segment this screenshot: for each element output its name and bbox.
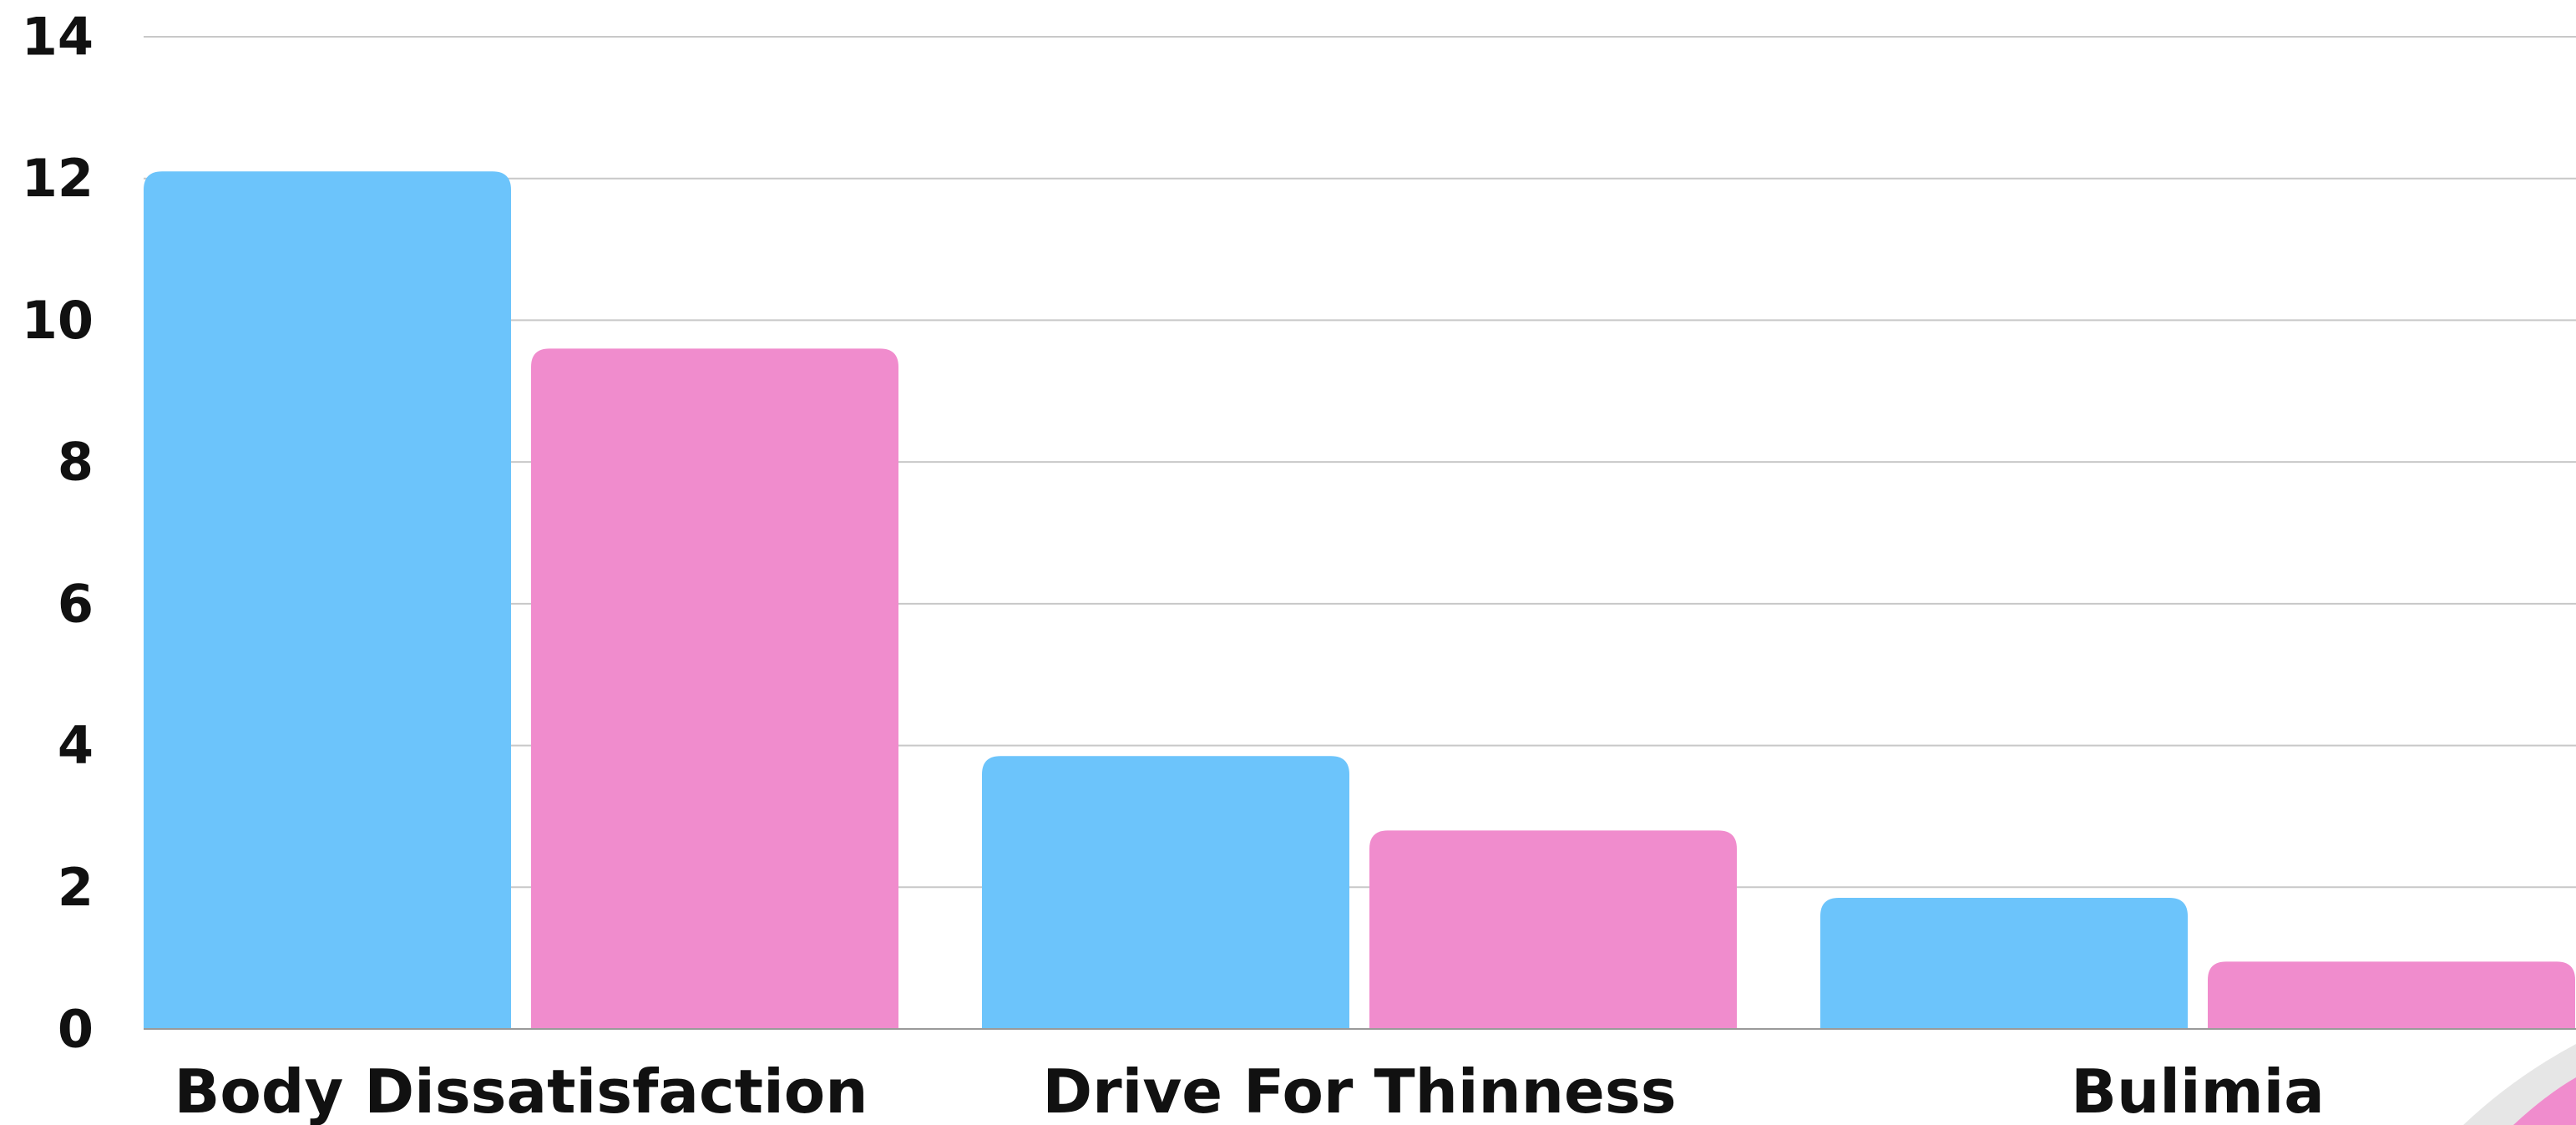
- y-tick-label: 4: [58, 715, 94, 776]
- bars: [144, 171, 2575, 1030]
- y-tick-label: 0: [58, 999, 94, 1060]
- bar-body-dissatisfaction-series-1: [144, 171, 511, 1030]
- y-tick-label: 14: [22, 7, 94, 68]
- bar-body-dissatisfaction-series-2: [531, 348, 898, 1029]
- y-axis-ticks: 0 2 4 6 8 10 12 14: [22, 7, 94, 1060]
- y-tick-label: 8: [58, 432, 94, 493]
- x-category-label: Bulimia: [2071, 1057, 2325, 1125]
- page-curl-decoration: [2463, 1044, 2576, 1125]
- y-tick-label: 6: [58, 573, 94, 634]
- x-category-label: Drive For Thinness: [1042, 1057, 1676, 1125]
- y-tick-label: 2: [58, 857, 94, 918]
- x-category-label: Body Dissatisfaction: [175, 1057, 868, 1125]
- x-axis-labels: Body Dissatisfaction Drive For Thinness Bu…: [175, 1057, 2325, 1125]
- y-tick-label: 10: [22, 290, 94, 351]
- bar-drive-for-thinness-series-2: [1369, 830, 1737, 1029]
- bar-drive-for-thinness-series-1: [982, 756, 1349, 1029]
- y-tick-label: 12: [22, 148, 94, 209]
- bar-bulimia-series-1: [1820, 898, 2188, 1029]
- bar-bulimia-series-2: [2208, 961, 2575, 1029]
